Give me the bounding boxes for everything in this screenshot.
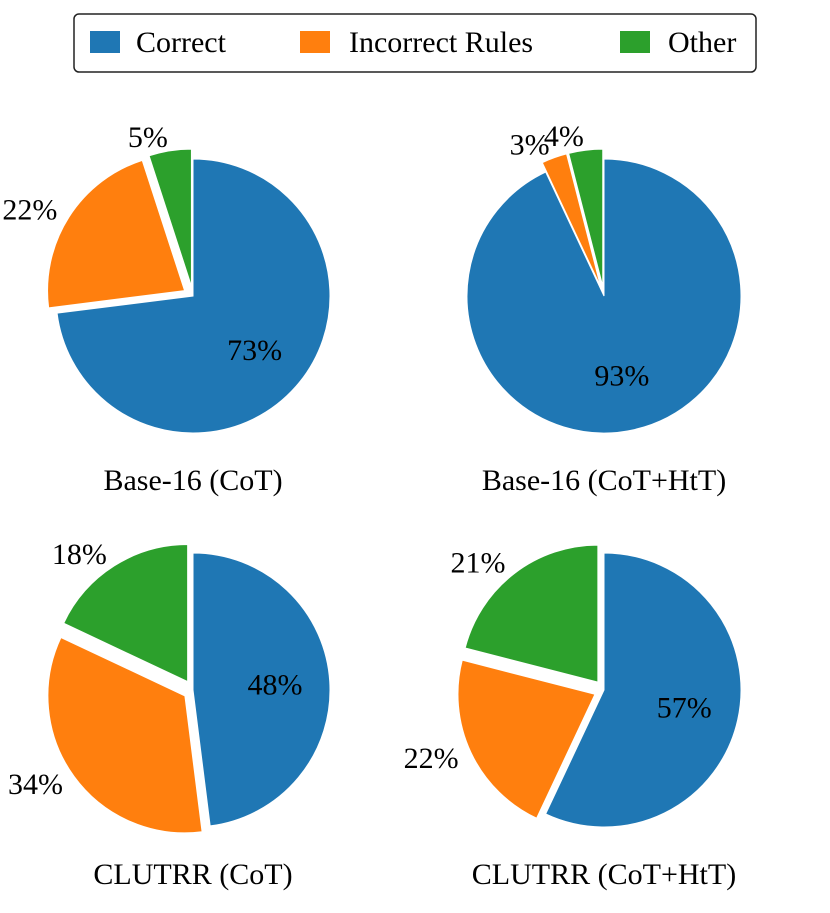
slice-label-other: 18%	[52, 538, 107, 571]
pie-slice-incorrect-rules	[47, 159, 186, 309]
chart-title-clutrr-cot: CLUTRR (CoT)	[93, 858, 292, 891]
pie-slice-other	[148, 148, 192, 287]
chart-title-base16-cot-htt: Base-16 (CoT+HtT)	[482, 464, 726, 497]
slice-label-other: 5%	[128, 121, 168, 154]
slice-label-correct: 93%	[594, 360, 649, 393]
pie-slice-other	[568, 148, 604, 287]
legend-swatch-incorrect-rules	[300, 31, 330, 53]
slice-label-other: 4%	[544, 120, 584, 153]
slice-label-incorrect-rules: 34%	[8, 768, 63, 801]
slice-label-correct: 57%	[657, 691, 712, 724]
legend-swatch-correct	[90, 31, 120, 53]
slice-label-correct: 73%	[227, 334, 282, 367]
pie-slice-other	[464, 544, 599, 683]
slice-label-correct: 48%	[248, 668, 303, 701]
pie-slice-incorrect-rules	[457, 659, 596, 819]
pie-slice-incorrect-rules	[47, 636, 203, 834]
pie-slice-other	[63, 544, 189, 683]
pie-base16-cot-htt: 93% 3%4%	[466, 120, 742, 434]
slice-label-incorrect-rules: 22%	[404, 742, 459, 775]
legend-frame	[73, 13, 757, 73]
pie-slice-correct	[545, 552, 742, 828]
legend: Correct Incorrect Rules Other	[73, 13, 757, 73]
legend-label-other: Other	[668, 26, 736, 59]
pie-clutrr-cot-htt: 57% 22% 21%	[404, 544, 742, 828]
legend-swatch-other	[620, 31, 650, 53]
slice-label-incorrect-rules: 3%	[510, 128, 550, 161]
pie-slice-incorrect-rules	[541, 153, 602, 287]
pie-slice-correct	[466, 158, 742, 434]
chart-title-clutrr-cot-htt: CLUTRR (CoT+HtT)	[472, 858, 736, 891]
pie-base16-cot: 73% 22% 5%	[2, 121, 331, 434]
slice-label-other: 21%	[451, 547, 506, 580]
pie-slice-correct	[56, 158, 331, 434]
pie-clutrr-cot: 48% 34% 18%	[8, 538, 331, 834]
legend-label-incorrect-rules: Incorrect Rules	[349, 26, 533, 59]
pie-slice-correct	[192, 552, 331, 827]
chart-title-base16-cot: Base-16 (CoT)	[103, 464, 282, 497]
legend-label-correct: Correct	[136, 26, 227, 59]
slice-label-incorrect-rules: 22%	[2, 193, 57, 226]
